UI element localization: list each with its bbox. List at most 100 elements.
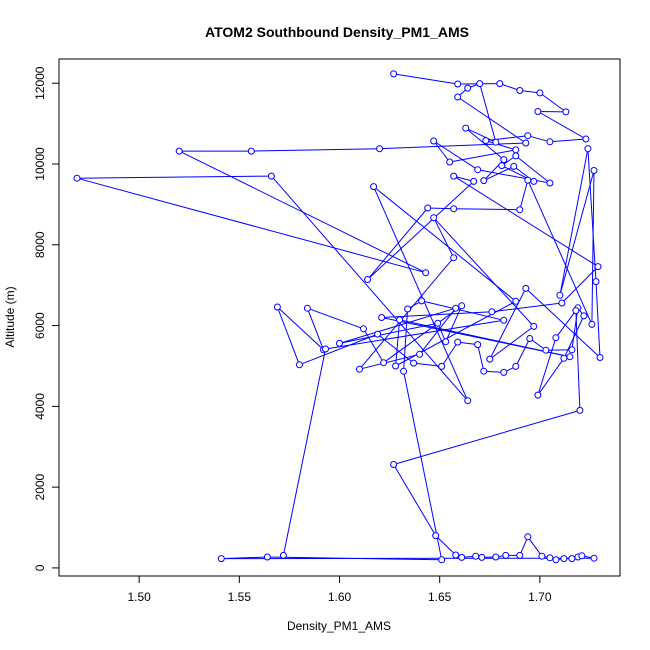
x-tick-label: 1.65 (428, 590, 452, 604)
series-segment (537, 358, 565, 396)
series-segment (251, 148, 380, 152)
data-point (538, 552, 546, 560)
y-tick-label: 8000 (33, 231, 47, 258)
data-point (474, 166, 482, 174)
series-segment (427, 207, 454, 210)
series-segment (306, 308, 324, 350)
y-tick-label: 12000 (33, 66, 47, 100)
data-point (458, 302, 466, 310)
data-point (546, 179, 554, 187)
data-point (73, 174, 81, 182)
series-segment (403, 308, 409, 372)
data-point (560, 354, 568, 362)
series-segment (571, 307, 579, 350)
series-segment (393, 73, 458, 85)
data-point (454, 80, 462, 88)
data-point (390, 70, 398, 78)
series-segment (485, 140, 516, 151)
data-point (552, 334, 560, 342)
series-segment (393, 464, 437, 536)
series-segment (537, 111, 587, 140)
series-segment (299, 333, 378, 366)
data-point (430, 214, 438, 222)
data-point (478, 553, 486, 561)
series-segment (527, 179, 593, 325)
data-point (410, 359, 418, 367)
data-point (430, 137, 438, 145)
y-tick-label: 0 (33, 564, 47, 571)
data-point (516, 206, 524, 214)
data-point (500, 316, 508, 324)
x-tick-label: 1.55 (228, 590, 252, 604)
series-segment (527, 135, 551, 143)
y-tick-label: 2000 (33, 473, 47, 500)
data-point (458, 553, 466, 561)
data-point (452, 551, 460, 559)
y-axis: 0 2000 4000 6000 8000 10000 12000 (33, 66, 60, 571)
series-segment (381, 311, 492, 318)
series-segment (489, 325, 535, 360)
data-point (454, 338, 462, 346)
series-segment (457, 96, 527, 144)
series-segment (477, 169, 550, 184)
series-segment (413, 362, 442, 367)
data-point (400, 367, 408, 375)
series-segment (271, 175, 469, 402)
data-point (512, 362, 520, 370)
series-segment (453, 175, 599, 268)
data-point (378, 314, 386, 321)
data-point (546, 554, 554, 562)
data-point (336, 339, 343, 347)
series-segment (377, 333, 414, 364)
data-point (524, 132, 532, 140)
data-point (247, 147, 255, 155)
series-segment (383, 305, 462, 364)
series-segment (575, 310, 581, 411)
data-point (530, 322, 538, 330)
data-point (496, 80, 504, 88)
data-point (273, 303, 281, 311)
data-point (560, 555, 568, 563)
data-point (486, 355, 494, 363)
series-segment (433, 217, 455, 258)
data-point (566, 353, 574, 361)
data-point (542, 346, 550, 354)
x-axis-label: Density_PM1_AMS (287, 619, 391, 633)
series-segment (555, 310, 577, 338)
data-point (534, 391, 542, 399)
series-segment (453, 208, 520, 211)
series-segment (489, 288, 527, 360)
data-point (534, 108, 542, 115)
data-point (438, 362, 446, 370)
data-point (416, 350, 424, 358)
chart-title: ATOM2 Southbound Density_PM1_AMS (205, 24, 469, 40)
y-tick-label: 10000 (33, 147, 47, 181)
data-point (390, 461, 398, 468)
series-segment (379, 142, 526, 150)
data-point (404, 305, 412, 313)
data-point (502, 551, 510, 559)
data-point (322, 345, 329, 353)
series-segment (441, 341, 459, 367)
series-segment (465, 127, 497, 143)
data-point (446, 158, 454, 166)
series-segment (367, 207, 429, 280)
series-segment (485, 135, 528, 142)
series-segment (395, 319, 401, 367)
data-point (380, 359, 388, 367)
data-point (396, 316, 404, 324)
series-segment (595, 281, 601, 358)
series-segment (433, 140, 478, 171)
series-segment (525, 288, 601, 358)
series-segment (393, 409, 581, 465)
data-point (360, 325, 367, 333)
data-point (454, 93, 462, 101)
data-point (524, 533, 532, 541)
series-segment (373, 186, 469, 401)
series-segment (561, 266, 599, 304)
series-segment (591, 170, 595, 325)
series-segment (479, 83, 497, 143)
series-segment (277, 306, 324, 351)
data-point (422, 269, 430, 277)
series-segment (403, 371, 443, 560)
